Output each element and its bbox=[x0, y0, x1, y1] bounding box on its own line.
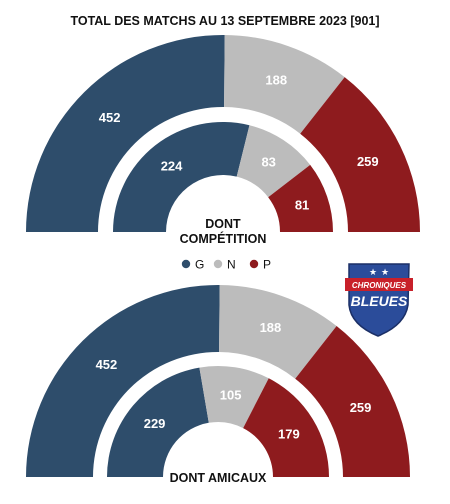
slice-value-label: 229 bbox=[144, 416, 166, 431]
legend-label-G: G bbox=[195, 258, 204, 272]
slice-amicaux-ring1-P bbox=[243, 378, 329, 477]
slice-value-label: 179 bbox=[278, 426, 300, 441]
slice-amicaux-ring0-G bbox=[26, 284, 220, 477]
slice-amicaux-ring1-N bbox=[199, 366, 269, 429]
slice-value-label: 259 bbox=[357, 154, 379, 169]
center-label: COMPÉTITION bbox=[180, 231, 267, 246]
slice-competition-ring0-G bbox=[26, 34, 225, 232]
slice-value-label: 188 bbox=[265, 73, 287, 88]
slice-value-label: 83 bbox=[261, 155, 275, 170]
slice-competition-ring1-G bbox=[113, 121, 250, 232]
legend-label-P: P bbox=[263, 258, 271, 272]
slice-value-label: 259 bbox=[350, 400, 372, 415]
logo-star-icon: ★ bbox=[381, 267, 389, 277]
slice-competition-ring0-P bbox=[300, 77, 420, 233]
slice-amicaux-ring1-G bbox=[107, 367, 209, 477]
slice-value-label: 188 bbox=[260, 320, 282, 335]
slice-amicaux-ring0-P bbox=[295, 325, 410, 477]
legend-swatch-G bbox=[181, 259, 191, 269]
logo-banner bbox=[345, 278, 413, 291]
slice-competition-ring0-N bbox=[224, 35, 345, 134]
chart-amicaux: 452 188 259 229 105 179 DONT AMICAUX bbox=[26, 284, 410, 485]
legend-swatch-P bbox=[249, 259, 259, 269]
slice-value-label: 452 bbox=[96, 357, 118, 372]
slice-competition-ring1-N bbox=[236, 125, 311, 198]
center-label: DONT AMICAUX bbox=[170, 471, 267, 485]
chroniques-bleues-logo: ★ ★ CHRONIQUES BLEUES bbox=[345, 263, 413, 337]
legend-label-N: N bbox=[227, 258, 236, 272]
legend-swatch-N bbox=[213, 259, 223, 269]
slice-value-label: 105 bbox=[220, 387, 242, 402]
logo-line1: CHRONIQUES bbox=[352, 281, 407, 290]
center-label: DONT bbox=[205, 217, 241, 231]
slice-amicaux-ring0-N bbox=[219, 285, 337, 379]
slice-value-label: 81 bbox=[295, 198, 309, 213]
logo-star-icon: ★ bbox=[369, 267, 377, 277]
chart-title: TOTAL DES MATCHS AU 13 SEPTEMBRE 2023 [9… bbox=[70, 14, 379, 28]
slice-value-label: 224 bbox=[161, 159, 183, 174]
slice-competition-ring1-P bbox=[268, 164, 333, 232]
logo-line2: BLEUES bbox=[351, 293, 408, 309]
slice-value-label: 452 bbox=[99, 110, 121, 125]
